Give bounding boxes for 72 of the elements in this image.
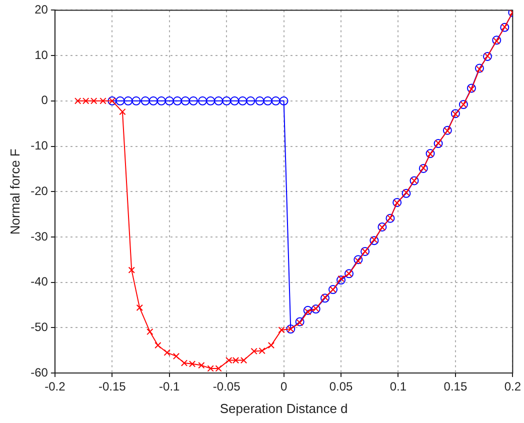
x-tick-label: -0.05 — [212, 380, 241, 394]
x-tick-label: -0.2 — [44, 380, 66, 394]
x-tick-label: -0.1 — [159, 380, 180, 394]
y-tick-label: -30 — [30, 229, 48, 244]
point — [238, 96, 248, 106]
point — [198, 362, 205, 369]
x-axis-title: Seperation Distance d — [220, 400, 348, 416]
point — [128, 266, 135, 274]
point — [271, 96, 280, 106]
point — [214, 96, 224, 106]
point — [338, 275, 344, 282]
point — [206, 96, 216, 106]
point — [136, 304, 143, 312]
point — [164, 349, 170, 356]
point — [303, 306, 312, 315]
y-tick-label: -20 — [30, 184, 48, 198]
point — [278, 326, 285, 334]
y-tick-label: 0 — [41, 93, 48, 108]
point — [250, 348, 258, 355]
point — [164, 96, 174, 106]
point — [154, 342, 162, 349]
y-tick-label: -40 — [30, 274, 48, 289]
y-tick-label: 20 — [34, 2, 48, 17]
point — [222, 96, 232, 106]
y-axis-title: Normal force F — [7, 148, 22, 235]
point — [336, 276, 346, 285]
point — [116, 96, 125, 106]
y-tick-label: -60 — [30, 365, 48, 380]
point — [232, 356, 240, 364]
x-tick-label: -0.15 — [98, 380, 126, 394]
point — [215, 365, 222, 372]
y-tick-label: -10 — [30, 138, 48, 153]
point — [226, 356, 232, 364]
point — [74, 98, 82, 104]
point — [148, 96, 158, 106]
point — [188, 96, 198, 106]
x-tick-label: 0.15 — [444, 380, 468, 394]
point — [82, 98, 90, 104]
point — [230, 96, 240, 106]
point — [370, 236, 379, 246]
x-tick-label: 0.2 — [504, 380, 522, 394]
point — [156, 96, 166, 106]
point — [263, 96, 272, 106]
point — [268, 342, 275, 349]
point — [180, 96, 190, 106]
point — [119, 108, 126, 116]
point — [207, 365, 214, 372]
point — [279, 96, 288, 106]
x-tick-label: 0.1 — [390, 380, 407, 394]
point — [188, 360, 196, 368]
point — [132, 96, 141, 106]
point — [354, 258, 362, 264]
point — [370, 236, 378, 243]
point — [140, 96, 150, 106]
point — [90, 98, 98, 104]
y-tick-label: -50 — [30, 320, 48, 334]
point — [198, 96, 208, 106]
point — [246, 96, 256, 106]
point — [180, 360, 188, 366]
point — [240, 356, 248, 364]
point — [172, 352, 180, 360]
x-tick-label: 0 — [280, 380, 288, 394]
point — [124, 96, 133, 106]
point — [258, 347, 266, 354]
point — [172, 96, 182, 106]
point — [304, 308, 312, 316]
y-tick-label: 10 — [34, 48, 48, 62]
point — [100, 98, 106, 104]
point — [354, 255, 363, 264]
x-tick-label: 0.05 — [329, 380, 354, 394]
point — [146, 328, 154, 336]
point — [255, 96, 264, 106]
